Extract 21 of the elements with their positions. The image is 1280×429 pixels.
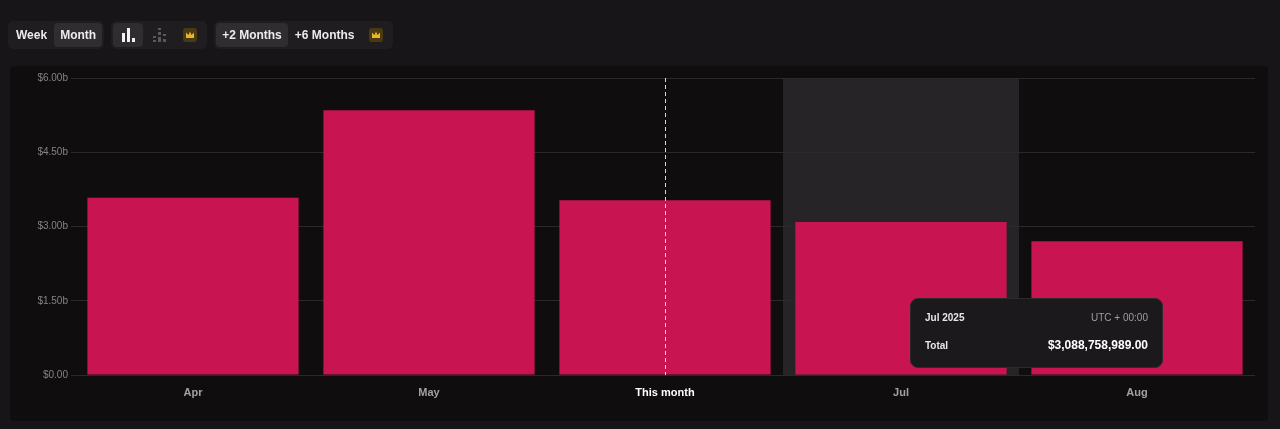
x-tick-label: Aug bbox=[1126, 385, 1148, 398]
y-tick-label: $4.50b bbox=[37, 146, 69, 157]
annotation: Total bbox=[925, 340, 949, 351]
y-tick-label: $1.50b bbox=[37, 294, 69, 306]
x-tick-label: Jul bbox=[893, 385, 909, 398]
interval-button[interactable]: Week bbox=[10, 23, 54, 47]
bar bbox=[323, 110, 535, 375]
y-tick-label: $3.00b bbox=[37, 220, 69, 232]
range-button[interactable]: +6 Months bbox=[288, 23, 361, 47]
y-tick-label: $6.00b bbox=[37, 71, 69, 83]
interval-button[interactable]: Month bbox=[54, 23, 103, 47]
range-button[interactable]: +2 Months bbox=[216, 23, 288, 47]
bar bbox=[559, 200, 771, 375]
y-tick-label: $0.00 bbox=[42, 368, 69, 380]
bar bbox=[87, 197, 299, 375]
annotation: UTC + 00:00 bbox=[1091, 312, 1148, 323]
annotation: $3,088,758,989.00 bbox=[1047, 338, 1148, 352]
x-tick-label: Apr bbox=[183, 385, 204, 398]
annotation: Jul 2025 bbox=[925, 312, 965, 323]
x-tick-label: May bbox=[418, 385, 441, 398]
x-tick-label: This month bbox=[635, 385, 695, 398]
